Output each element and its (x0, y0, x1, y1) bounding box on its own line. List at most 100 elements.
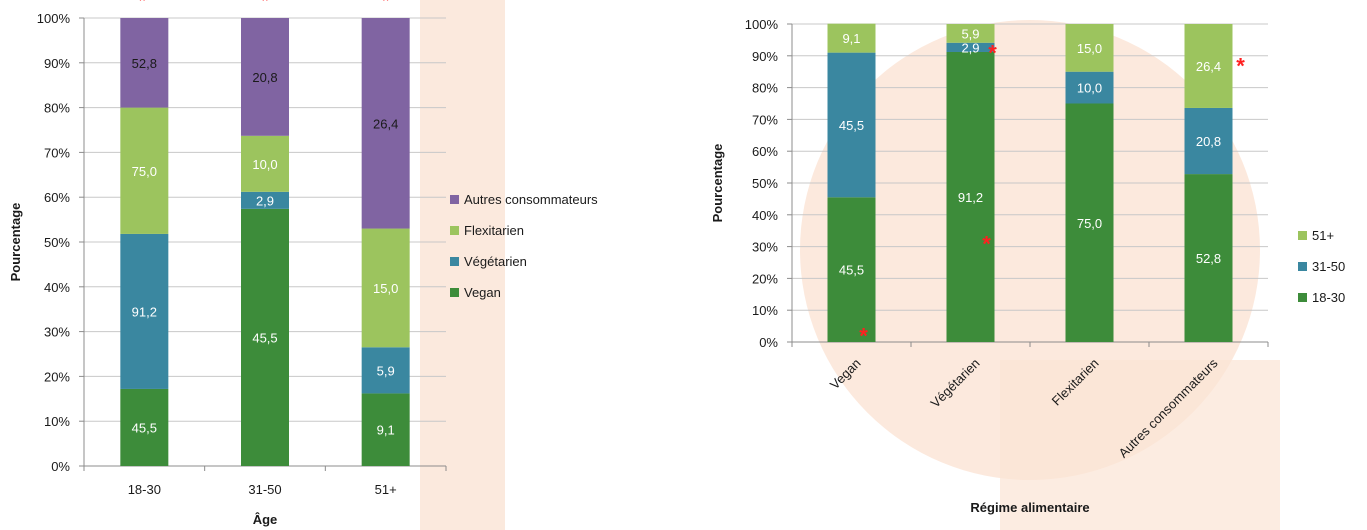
significance-star: * (138, 0, 147, 13)
significance-star: * (261, 0, 270, 13)
y-tick-label: 60% (752, 144, 778, 159)
x-tick-label: 18-30 (128, 482, 161, 497)
significance-star: * (982, 231, 991, 256)
data-label: 75,0 (1077, 216, 1102, 231)
bar-segment (361, 393, 410, 466)
data-label: 9,1 (842, 31, 860, 46)
y-tick-label: 80% (44, 101, 70, 116)
legend-label: 51+ (1312, 228, 1334, 243)
bar-segment (946, 24, 995, 43)
legend-label: Végétarien (464, 254, 527, 269)
bar-segment (120, 107, 169, 234)
legend-swatch (1298, 293, 1307, 302)
data-label: 9,1 (377, 423, 395, 438)
significance-star: * (859, 324, 868, 349)
y-tick-label: 10% (752, 303, 778, 318)
data-label: 2,9 (256, 193, 274, 208)
x-tick-label: Vegan (827, 356, 864, 393)
bar-segment (827, 52, 876, 198)
data-label: 5,9 (377, 363, 395, 378)
data-label: 20,8 (1196, 134, 1221, 149)
y-tick-label: 100% (37, 11, 71, 26)
y-tick-label: 90% (44, 56, 70, 71)
bar-segment (827, 23, 876, 53)
data-label: 52,8 (132, 56, 157, 71)
y-tick-label: 40% (752, 208, 778, 223)
y-tick-label: 50% (44, 235, 70, 250)
y-tick-label: 30% (752, 240, 778, 255)
x-tick-label: 51+ (375, 482, 397, 497)
bar-segment (241, 18, 289, 136)
significance-star: * (381, 0, 390, 13)
bar-segment (946, 51, 995, 342)
data-label: 15,0 (1077, 41, 1102, 56)
x-tick-label: Végétarien (928, 356, 983, 411)
bar-segment (1065, 71, 1114, 104)
x-axis-title: Régime alimentaire (970, 500, 1089, 515)
bar-segment (1184, 174, 1233, 342)
data-label: 45,5 (839, 118, 864, 133)
x-tick-label: 31-50 (248, 482, 281, 497)
y-tick-label: 70% (44, 145, 70, 160)
x-tick-label: Autres consommateurs (1115, 355, 1220, 460)
bar-segment (361, 18, 410, 229)
y-tick-label: 80% (752, 81, 778, 96)
legend-label: 18-30 (1312, 290, 1345, 305)
data-label: 26,4 (1196, 59, 1221, 74)
bar-segment (361, 347, 410, 394)
y-tick-label: 60% (44, 190, 70, 205)
data-label: 91,2 (132, 304, 157, 319)
background-band-left (420, 0, 505, 530)
x-axis-title: Âge (253, 512, 278, 527)
data-label: 26,4 (373, 116, 398, 131)
data-label: 52,8 (1196, 251, 1221, 266)
significance-star: * (1236, 53, 1245, 78)
data-label: 45,5 (839, 263, 864, 278)
bar-segment (361, 228, 410, 348)
data-label: 15,0 (373, 281, 398, 296)
data-label: 75,0 (132, 164, 157, 179)
data-label: 20,8 (252, 70, 277, 85)
y-tick-label: 40% (44, 280, 70, 295)
bar-segment (1184, 107, 1233, 175)
x-tick-label: Flexitarien (1049, 356, 1102, 409)
legend-swatch (450, 195, 459, 204)
bar-segment (1065, 103, 1114, 342)
y-axis-title: Pourcentage (8, 203, 23, 282)
legend-swatch (1298, 231, 1307, 240)
y-tick-label: 50% (752, 176, 778, 191)
bar-segment (120, 18, 169, 108)
y-tick-label: 20% (752, 271, 778, 286)
legend-label: Flexitarien (464, 223, 524, 238)
legend-label: Vegan (464, 285, 501, 300)
y-tick-label: 0% (759, 335, 778, 350)
data-label: 45,5 (132, 420, 157, 435)
bar-segment (1065, 24, 1114, 72)
y-tick-label: 70% (752, 112, 778, 127)
y-tick-label: 100% (745, 17, 779, 32)
bar-segment (120, 388, 169, 466)
bar-segment (1184, 24, 1233, 108)
y-tick-label: 90% (752, 49, 778, 64)
legend-swatch (450, 226, 459, 235)
bar-segment (241, 135, 289, 192)
y-tick-label: 10% (44, 414, 70, 429)
data-label: 5,9 (961, 26, 979, 41)
bar-segment (241, 191, 289, 209)
y-axis-title: Pourcentage (710, 144, 725, 223)
data-label: 10,0 (252, 157, 277, 172)
legend-swatch (450, 288, 459, 297)
y-tick-label: 20% (44, 369, 70, 384)
legend-swatch (1298, 262, 1307, 271)
legend-label: 31-50 (1312, 259, 1345, 274)
y-tick-label: 30% (44, 325, 70, 340)
data-label: 2,9 (961, 40, 979, 55)
bar-segment (120, 233, 169, 389)
bar-segment (827, 197, 876, 342)
legend-label: Autres consommateurs (464, 192, 598, 207)
bar-segment (946, 42, 995, 52)
data-label: 10,0 (1077, 81, 1102, 96)
background-band-right (1000, 360, 1280, 530)
